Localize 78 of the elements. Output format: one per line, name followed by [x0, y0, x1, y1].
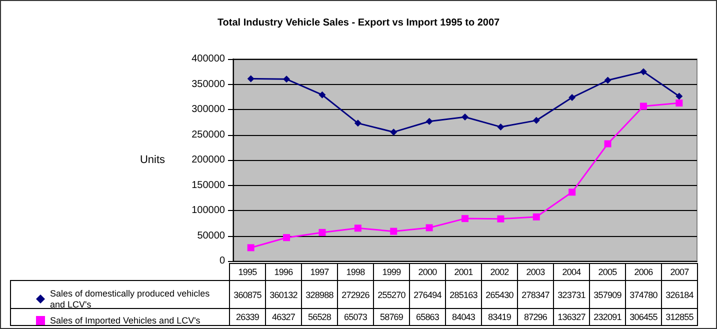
data-label: 326184 [662, 280, 698, 308]
point [247, 75, 254, 82]
point [318, 228, 326, 236]
y-tick-label: 100000 [192, 205, 226, 216]
data-label: 323731 [554, 280, 590, 308]
data-label: 312855 [662, 308, 698, 326]
point [640, 102, 647, 110]
point [532, 213, 540, 220]
data-label: 26339 [230, 308, 266, 326]
point [462, 113, 468, 120]
x-tick-label: 2003 [518, 264, 554, 280]
data-label: 272926 [338, 280, 374, 308]
y-tick-label: 150000 [192, 180, 226, 191]
point [676, 100, 683, 107]
point [604, 76, 612, 84]
y-tick-label: 50000 [197, 230, 226, 242]
data-label: 84043 [446, 308, 482, 326]
data-label: 306455 [626, 308, 662, 326]
x-tick-label: 2000 [410, 264, 446, 280]
point [426, 224, 433, 232]
data-label: 255270 [374, 280, 410, 308]
y-tick-label: 300000 [192, 104, 226, 115]
data-label: 232091 [590, 308, 626, 326]
point [568, 94, 576, 102]
y-tick-label: 250000 [192, 129, 226, 140]
chart-title: Total Industry Vehicle Sales - Export vs Import 1995 to 2007 [217, 18, 500, 28]
data-label: 278347 [518, 280, 554, 308]
point [532, 116, 540, 124]
point [390, 228, 398, 235]
legend-label: Sales of Imported Vehicles and LCV's [50, 316, 201, 326]
y-tick-label: 400000 [192, 54, 226, 64]
point [497, 215, 504, 222]
y-tick-label: 200000 [192, 154, 226, 166]
point [568, 188, 576, 196]
data-label: 56528 [302, 308, 338, 326]
point [676, 92, 683, 100]
point [604, 140, 612, 148]
point [318, 91, 326, 98]
data-label: 285163 [446, 280, 482, 308]
y-tick-label: 0 [219, 256, 226, 266]
point [354, 224, 362, 232]
x-tick-label: 2007 [662, 264, 698, 280]
x-tick-label: 2001 [446, 264, 482, 280]
point [247, 244, 254, 252]
legend-label: Sales of domestically produced vehicles and LCV's [50, 288, 212, 310]
data-label: 328988 [302, 280, 338, 308]
point [283, 76, 290, 83]
x-tick-label: 1997 [302, 264, 338, 280]
data-label: 136327 [554, 308, 590, 326]
data-label: 58769 [374, 308, 410, 326]
data-label: 65073 [338, 308, 374, 326]
point [640, 68, 647, 76]
x-tick-label: 1995 [230, 264, 266, 280]
data-label: 360875 [230, 280, 266, 308]
x-tick-label: 1996 [266, 264, 302, 280]
point [354, 120, 362, 127]
point [283, 234, 290, 242]
data-label: 265430 [482, 280, 518, 308]
x-tick-label: 2006 [626, 264, 662, 280]
x-tick-label: 2005 [590, 264, 626, 280]
data-label: 83419 [482, 308, 518, 326]
x-tick-label: 1999 [374, 264, 410, 280]
data-label: 276494 [410, 280, 446, 308]
data-label: 46327 [266, 308, 302, 326]
data-label: 87296 [518, 308, 554, 326]
data-label: 65863 [410, 308, 446, 326]
point [390, 128, 398, 136]
x-tick-label: 2004 [554, 264, 590, 280]
point [462, 215, 468, 222]
y-axis-title: Units [140, 154, 166, 166]
y-tick-label: 350000 [192, 78, 226, 90]
data-label: 357909 [590, 280, 626, 308]
x-tick-label: 1998 [338, 264, 374, 280]
x-tick-label: 2002 [482, 264, 518, 280]
data-label: 360132 [266, 280, 302, 308]
data-label: 374780 [626, 280, 662, 308]
point [497, 123, 504, 130]
point [426, 118, 433, 125]
